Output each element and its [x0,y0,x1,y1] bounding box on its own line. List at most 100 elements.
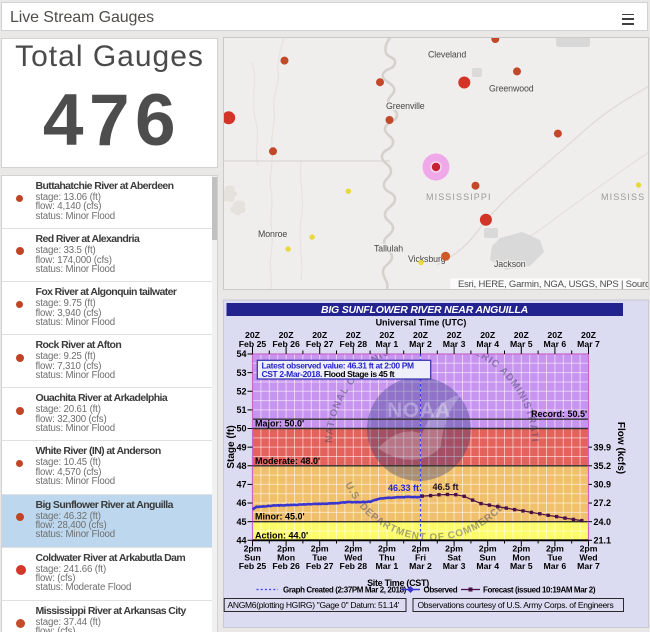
svg-text:Tue: Tue [312,553,327,563]
svg-text:MISSISS: MISSISS [601,192,645,202]
svg-text:Site Time (CST): Site Time (CST) [367,578,429,588]
svg-text:Minor: 45.0': Minor: 45.0' [255,512,305,522]
svg-text:Wed: Wed [579,553,597,563]
svg-text:Esri, HERE, Garmin, NGA, USGS,: Esri, HERE, Garmin, NGA, USGS, NPS | Sou… [458,279,650,290]
svg-text:30.9: 30.9 [594,480,612,490]
svg-text:Greenwood: Greenwood [489,84,534,94]
svg-text:27.2: 27.2 [594,498,612,508]
svg-text:Mar 7: Mar 7 [577,561,600,571]
svg-text:Graph Created (2:37PM Mar 2, 2: Graph Created (2:37PM Mar 2, 2018) [283,586,407,595]
svg-text:20Z: 20Z [279,330,295,340]
svg-text:39.9: 39.9 [594,442,612,452]
svg-text:Stage (ft): Stage (ft) [226,425,237,468]
svg-text:24.0: 24.0 [594,517,612,527]
svg-text:20Z: 20Z [379,330,395,340]
svg-text:2pm: 2pm [445,544,463,554]
svg-text:Mon: Mon [277,553,295,563]
svg-text:Greenville: Greenville [386,101,425,111]
svg-text:Universal Time (UTC): Universal Time (UTC) [376,318,467,328]
svg-text:Mar 2: Mar 2 [409,339,432,349]
svg-text:20Z: 20Z [312,330,328,340]
svg-text:Cleveland: Cleveland [428,50,466,60]
svg-text:Mar 1: Mar 1 [376,561,399,571]
svg-text:20Z: 20Z [245,330,261,340]
svg-text:Forecast (issued 10:19AM Mar 2: Forecast (issued 10:19AM Mar 2) [483,586,596,595]
svg-text:Observations courtesy of U.S.: Observations courtesy of U.S. Army Corps… [418,600,614,610]
svg-text:2pm: 2pm [311,544,329,554]
svg-text:21.1: 21.1 [594,536,612,546]
svg-text:52: 52 [236,387,246,397]
svg-text:2pm: 2pm [344,544,362,554]
svg-text:50: 50 [236,424,246,434]
svg-text:Mar 5: Mar 5 [510,561,533,571]
svg-text:46.33 ft: 46.33 ft [388,483,419,493]
svg-text:46: 46 [236,498,246,508]
svg-text:Action: 44.0': Action: 44.0' [255,530,308,540]
svg-text:Monroe: Monroe [258,229,287,239]
svg-text:35.2: 35.2 [594,461,612,471]
svg-text:Wed: Wed [344,553,362,563]
svg-text:2pm: 2pm [378,544,396,554]
svg-text:Flow (kcfs): Flow (kcfs) [615,422,626,474]
svg-text:20Z: 20Z [581,330,597,340]
svg-text:Jackson: Jackson [494,259,526,269]
svg-text:2pm: 2pm [512,544,530,554]
svg-text:46.5 ft: 46.5 ft [433,482,459,492]
svg-text:Feb 27: Feb 27 [306,561,334,571]
svg-text:Feb 28: Feb 28 [340,339,368,349]
svg-text:ANGM6(plotting HGIRG) "Gage 0": ANGM6(plotting HGIRG) "Gage 0" Datum: 51… [228,600,400,610]
svg-text:20Z: 20Z [547,330,563,340]
svg-text:Sun: Sun [244,553,260,563]
svg-text:20Z: 20Z [447,330,463,340]
svg-text:Feb 28: Feb 28 [340,561,368,571]
svg-text:Mar 6: Mar 6 [544,339,567,349]
svg-text:49: 49 [236,442,246,452]
svg-text:Mar 2: Mar 2 [409,561,432,571]
svg-text:2pm: 2pm [244,544,262,554]
svg-text:Mar 4: Mar 4 [476,339,499,349]
svg-text:Observed: Observed [424,586,458,595]
svg-text:20Z: 20Z [514,330,530,340]
svg-text:NOAA: NOAA [387,399,451,422]
svg-text:47: 47 [236,480,246,490]
svg-text:2pm: 2pm [277,544,295,554]
svg-text:48: 48 [236,461,246,471]
svg-text:Tue: Tue [547,553,562,563]
svg-text:Mar 7: Mar 7 [577,339,600,349]
svg-text:20Z: 20Z [480,330,496,340]
svg-text:2pm: 2pm [580,544,598,554]
svg-text:Mar 1: Mar 1 [376,339,399,349]
svg-text:54: 54 [236,349,246,359]
svg-text:Latest observed value: 46.31 f: Latest observed value: 46.31 ft at 2:00 … [262,361,415,371]
svg-text:45: 45 [236,517,246,527]
svg-text:Sat: Sat [447,553,461,563]
svg-text:Mar 6: Mar 6 [544,561,567,571]
svg-text:Fri: Fri [415,553,426,563]
svg-text:Feb 25: Feb 25 [239,339,267,349]
svg-text:51: 51 [236,405,246,415]
svg-text:20Z: 20Z [346,330,362,340]
svg-text:BIG SUNFLOWER RIVER NEAR ANGUI: BIG SUNFLOWER RIVER NEAR ANGUILLA [321,304,528,316]
svg-text:Mar 3: Mar 3 [443,339,466,349]
svg-text:Feb 26: Feb 26 [272,339,300,349]
svg-text:Thu: Thu [379,553,395,563]
svg-text:Tallulah: Tallulah [374,244,403,254]
svg-text:Vicksburg: Vicksburg [408,254,446,264]
svg-text:MISSISSIPPI: MISSISSIPPI [426,192,492,202]
svg-text:Sun: Sun [479,553,495,563]
svg-text:Feb 25: Feb 25 [239,561,267,571]
svg-text:2pm: 2pm [546,544,564,554]
svg-text:Mar 5: Mar 5 [510,339,533,349]
svg-text:Moderate: 48.0': Moderate: 48.0' [255,456,320,466]
svg-text:Record: 50.5': Record: 50.5' [531,409,587,419]
svg-text:44: 44 [236,536,246,546]
svg-text:Major: 50.0': Major: 50.0' [255,419,304,429]
svg-text:53: 53 [236,368,246,378]
svg-text:CST 2-Mar-2018. Flood Stage is: CST 2-Mar-2018. Flood Stage is 45 ft [262,369,395,379]
svg-text:20Z: 20Z [413,330,429,340]
svg-text:Feb 27: Feb 27 [306,339,334,349]
svg-text:Feb 26: Feb 26 [272,561,300,571]
svg-text:2pm: 2pm [412,544,430,554]
svg-text:Mar 4: Mar 4 [476,561,499,571]
svg-text:Mon: Mon [512,553,530,563]
